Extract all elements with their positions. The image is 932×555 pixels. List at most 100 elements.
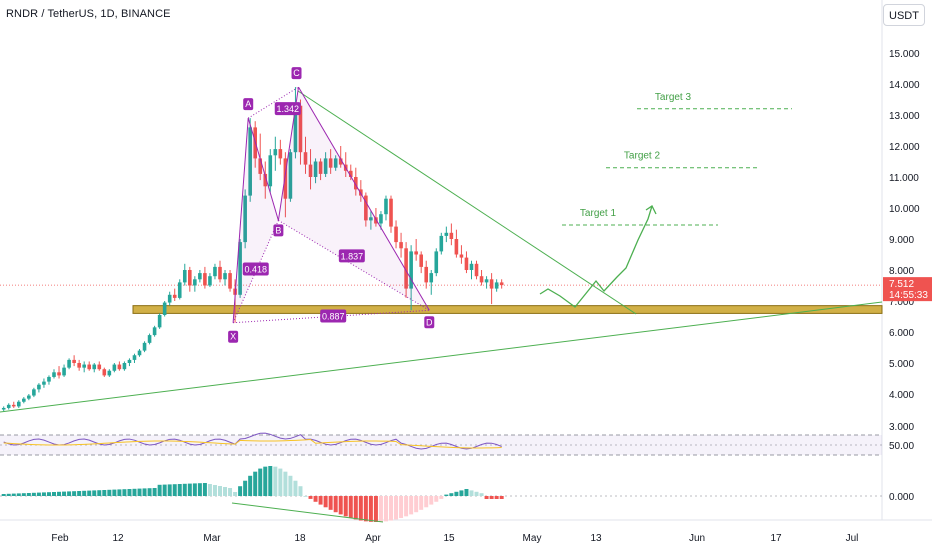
- support-zone: [132, 305, 883, 314]
- candle: [494, 282, 499, 289]
- macd-bar: [57, 491, 62, 496]
- last-price-tag: [883, 277, 932, 302]
- candle: [32, 389, 36, 396]
- price-tick-label: 14.000: [889, 80, 920, 91]
- macd-bar: [127, 489, 132, 496]
- candle: [182, 270, 187, 283]
- macd-bar: [499, 496, 504, 499]
- symbol-title[interactable]: RNDR / TetherUS, 1D, BINANCE: [6, 8, 171, 20]
- macd-bar: [207, 484, 212, 496]
- candle: [409, 251, 413, 289]
- macd-bar: [263, 466, 268, 496]
- macd-bar: [162, 484, 167, 496]
- candle: [333, 158, 338, 168]
- price-tick-label: 3.000: [889, 422, 914, 433]
- candle: [328, 158, 333, 168]
- macd-bar: [308, 496, 313, 499]
- macd-bar: [238, 486, 243, 496]
- candle: [238, 242, 242, 295]
- macd-bar: [414, 496, 419, 513]
- candle: [77, 363, 81, 368]
- candle: [323, 158, 328, 174]
- macd-bar: [177, 484, 182, 496]
- pattern-point-label: B: [275, 225, 281, 235]
- time-tick-label: Jul: [846, 533, 859, 544]
- macd-bar: [31, 492, 36, 496]
- candle: [464, 257, 469, 270]
- time-tick-label: Feb: [51, 533, 69, 544]
- macd-bar: [268, 466, 273, 496]
- candle: [369, 217, 373, 221]
- macd-bar: [449, 493, 454, 496]
- macd-bar: [102, 490, 107, 496]
- macd-bar: [328, 496, 333, 510]
- candle: [97, 364, 102, 370]
- time-tick-label: 13: [590, 533, 602, 544]
- macd-bar: [212, 485, 217, 496]
- ratio-badge: [338, 249, 365, 263]
- candle: [419, 254, 423, 267]
- candle: [248, 127, 252, 196]
- pattern-point-badge: [243, 98, 254, 111]
- price-tick-label: 15.000: [889, 49, 920, 60]
- candle: [454, 239, 459, 255]
- macd-bar: [343, 496, 348, 517]
- ratio-label: 0.418: [244, 265, 267, 275]
- macd-bar: [338, 496, 343, 515]
- candle: [203, 273, 207, 286]
- macd-bar: [373, 496, 378, 522]
- rsi-line: [3, 432, 502, 450]
- candle: [394, 226, 398, 243]
- candle: [167, 294, 172, 303]
- price-tick-label: 10.000: [889, 204, 920, 215]
- macd-bar: [41, 492, 46, 496]
- macd-bar: [444, 494, 449, 496]
- pattern-leg: [298, 86, 430, 311]
- macd-bar: [187, 483, 192, 496]
- price-tick-label: 12.000: [889, 142, 920, 153]
- macd-bar: [389, 496, 394, 521]
- macd-bar: [253, 471, 258, 496]
- macd-bar: [399, 496, 404, 519]
- candle: [273, 149, 278, 156]
- macd-bar: [197, 483, 202, 496]
- macd-bar: [434, 496, 439, 502]
- ratio-badge: [274, 102, 301, 116]
- currency-button[interactable]: USDT: [883, 4, 925, 26]
- time-tick-label: Apr: [365, 533, 381, 544]
- macd-zero-label: 0.000: [889, 492, 914, 503]
- candle: [117, 364, 122, 370]
- pattern-point-badge: [291, 67, 302, 80]
- pattern-connector: [278, 219, 430, 311]
- candle: [47, 376, 51, 382]
- ratio-badge: [320, 309, 347, 323]
- macd-bar: [233, 492, 238, 496]
- macd-bar: [62, 491, 67, 496]
- candle: [57, 372, 61, 376]
- candle: [11, 404, 16, 407]
- candle: [338, 158, 343, 165]
- macd-bar: [479, 493, 484, 496]
- rsi-level-label: 50.00: [889, 441, 914, 452]
- candle: [404, 248, 408, 289]
- macd-bar: [16, 493, 21, 496]
- candle: [62, 367, 66, 376]
- candles: [1, 87, 504, 412]
- candle: [429, 273, 434, 283]
- macd-bar: [77, 491, 82, 496]
- macd-bar: [459, 490, 464, 496]
- macd-bar: [82, 490, 87, 496]
- pattern-point-label: X: [230, 332, 236, 342]
- macd-bar: [217, 486, 222, 496]
- candle: [67, 359, 71, 368]
- candle: [177, 282, 182, 298]
- candle: [364, 195, 368, 221]
- macd-bar: [228, 488, 233, 496]
- macd-bar: [112, 489, 117, 496]
- macd-bar: [429, 496, 434, 505]
- projection-arrowhead: [645, 205, 657, 215]
- candle: [243, 195, 247, 243]
- candle: [474, 263, 479, 277]
